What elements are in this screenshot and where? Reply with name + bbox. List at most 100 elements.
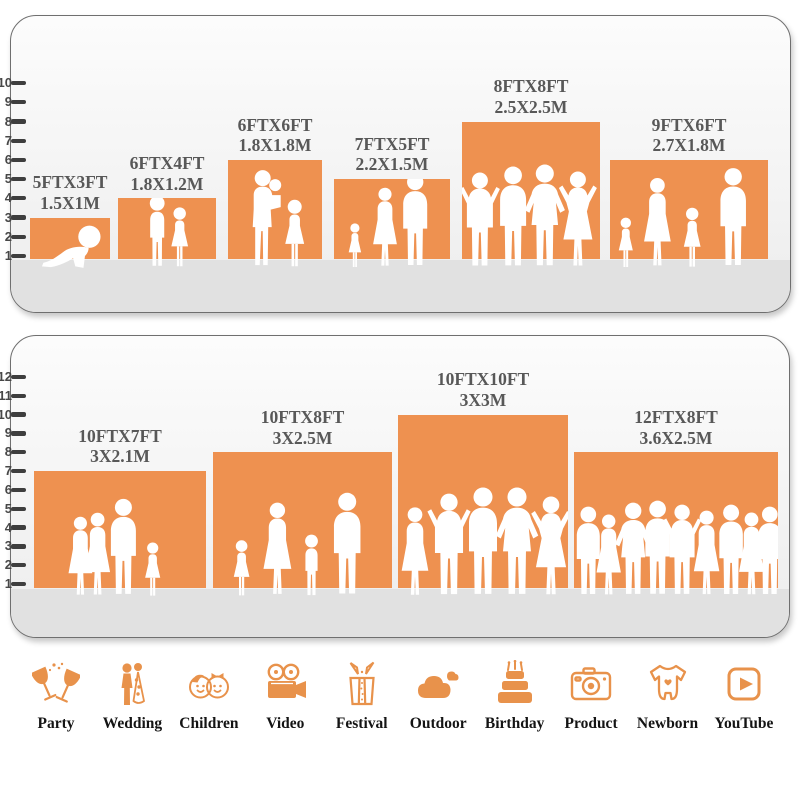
bar-size-ft: 9FTX6FT bbox=[651, 114, 727, 135]
backdrop-bar bbox=[462, 121, 600, 259]
product-icon bbox=[570, 667, 612, 701]
youtube-icon bbox=[727, 667, 761, 701]
bar-size-label: 12FTX8FT 3.6X2.5M bbox=[574, 402, 778, 448]
category-item-product: Product bbox=[555, 660, 627, 733]
bar-size-label: 8FTX8FT 2.5X2.5M bbox=[462, 72, 600, 118]
ruler-tick-mark bbox=[11, 544, 26, 549]
ruler-tick-label: 8 bbox=[4, 113, 12, 129]
floor-strip bbox=[11, 260, 790, 312]
bar-size-m: 3X2.1M bbox=[90, 446, 150, 467]
ruler-tick-mark bbox=[11, 215, 26, 220]
ruler-tick-mark bbox=[11, 506, 26, 511]
bar-size-label: 10FTX8FT 3X2.5M bbox=[213, 402, 392, 448]
bar-size-m: 2.7X1.8M bbox=[652, 135, 726, 156]
newborn-icon bbox=[649, 664, 686, 701]
ruler-tick-label: 5 bbox=[4, 500, 12, 516]
category-label: YouTube bbox=[714, 715, 774, 732]
ruler-tick-label: 1 bbox=[4, 248, 12, 263]
wedding-icon bbox=[121, 663, 146, 705]
bar-size-ft: 5FTX3FT bbox=[32, 172, 108, 193]
ruler-tick-label: 12 bbox=[0, 369, 12, 384]
category-item-wedding: Wedding bbox=[96, 660, 168, 733]
ruler-tick-mark bbox=[11, 393, 26, 398]
ruler-tick-mark bbox=[11, 138, 26, 143]
category-item-video: Video bbox=[249, 660, 321, 733]
ruler-tick-label: 5 bbox=[4, 171, 12, 187]
bar-size-label: 6FTX6FT 1.8X1.8M bbox=[228, 110, 322, 156]
category-row: Party Wedding Children Video Festival Ou… bbox=[0, 660, 800, 733]
backdrop-bar bbox=[30, 217, 110, 259]
backdrop-bar bbox=[213, 452, 392, 588]
ruler-tick-label: 10 bbox=[0, 75, 12, 90]
category-item-party: Party bbox=[20, 660, 92, 733]
ruler-tick-label: 9 bbox=[4, 94, 12, 110]
bar-size-ft: 12FTX8FT bbox=[634, 407, 718, 428]
ruler-tick-mark bbox=[11, 563, 26, 568]
ruler-tick-label: 8 bbox=[4, 444, 12, 460]
backdrop-bar bbox=[398, 414, 568, 588]
category-item-children: Children bbox=[173, 660, 245, 733]
ruler-tick-mark bbox=[11, 581, 26, 587]
ruler-tick-label: 6 bbox=[4, 151, 12, 167]
ruler-tick-mark bbox=[11, 450, 26, 455]
ruler-tick-mark bbox=[11, 176, 26, 182]
category-label: Party bbox=[37, 715, 75, 732]
backdrop-bar bbox=[574, 452, 778, 588]
ruler-tick-mark bbox=[11, 487, 26, 493]
bar-size-m: 1.5X1M bbox=[40, 192, 100, 213]
bar-size-ft: 10FTX10FT bbox=[436, 369, 530, 390]
ruler-tick-label: 4 bbox=[4, 519, 12, 535]
ruler-tick-label: 11 bbox=[0, 387, 12, 403]
video-icon bbox=[267, 663, 307, 698]
party-icon bbox=[32, 662, 80, 703]
ruler-tick-mark bbox=[11, 119, 26, 124]
ruler-tick-label: 7 bbox=[4, 132, 12, 148]
children-icon bbox=[188, 673, 229, 699]
bar-size-label: 5FTX3FT 1.5X1M bbox=[30, 168, 110, 214]
ruler-tick-mark bbox=[11, 253, 26, 259]
backdrop-bar bbox=[118, 198, 216, 259]
bar-size-m: 3X2.5M bbox=[272, 427, 333, 448]
ruler-tick-label: 3 bbox=[4, 538, 12, 554]
bar-size-m: 1.8X1.8M bbox=[238, 135, 312, 156]
ruler-tick-mark bbox=[11, 412, 26, 417]
ruler-tick-mark bbox=[11, 431, 26, 436]
bar-size-ft: 6FTX4FT bbox=[129, 153, 205, 174]
category-item-youtube: YouTube bbox=[708, 660, 780, 733]
category-item-newborn: Newborn bbox=[632, 660, 704, 733]
ruler-tick-label: 6 bbox=[4, 481, 12, 497]
bar-size-m: 1.8X1.2M bbox=[130, 173, 204, 194]
ruler-tick-label: 1 bbox=[4, 576, 12, 591]
backdrop-bar bbox=[610, 159, 768, 259]
ruler-tick-label: 3 bbox=[4, 209, 12, 225]
ruler-tick-mark bbox=[11, 196, 26, 201]
ruler-tick-mark bbox=[11, 468, 26, 474]
bar-size-ft: 10FTX7FT bbox=[78, 425, 162, 446]
ruler-tick-mark bbox=[11, 525, 26, 530]
ruler-tick-label: 7 bbox=[4, 463, 12, 479]
bar-size-m: 2.2X1.5M bbox=[355, 154, 429, 175]
backdrop-bar bbox=[34, 471, 206, 588]
bar-size-ft: 8FTX8FT bbox=[493, 76, 569, 97]
category-item-birthday: Birthday bbox=[479, 660, 551, 733]
ruler-tick-mark bbox=[11, 374, 26, 380]
birthday-icon bbox=[497, 660, 532, 703]
backdrop-bar bbox=[228, 159, 322, 259]
category-item-festival: Festival bbox=[326, 660, 398, 733]
ruler-tick-mark bbox=[11, 234, 26, 239]
ruler-tick-label: 2 bbox=[4, 557, 12, 573]
bar-size-ft: 10FTX8FT bbox=[260, 407, 345, 428]
festival-icon bbox=[349, 661, 375, 706]
ruler-tick-label: 2 bbox=[4, 228, 12, 244]
category-label: Children bbox=[179, 715, 239, 732]
bar-size-label: 7FTX5FT 2.2X1.5M bbox=[334, 129, 450, 175]
ruler-tick-mark bbox=[11, 100, 26, 105]
category-label: Video bbox=[266, 715, 305, 732]
ruler-tick-label: 9 bbox=[4, 425, 12, 441]
bar-size-ft: 7FTX5FT bbox=[354, 133, 430, 154]
category-label: Product bbox=[564, 715, 618, 732]
bar-size-m: 3.6X2.5M bbox=[639, 427, 713, 448]
category-item-outdoor: Outdoor bbox=[402, 660, 474, 733]
bar-size-m: 2.5X2.5M bbox=[494, 96, 568, 117]
